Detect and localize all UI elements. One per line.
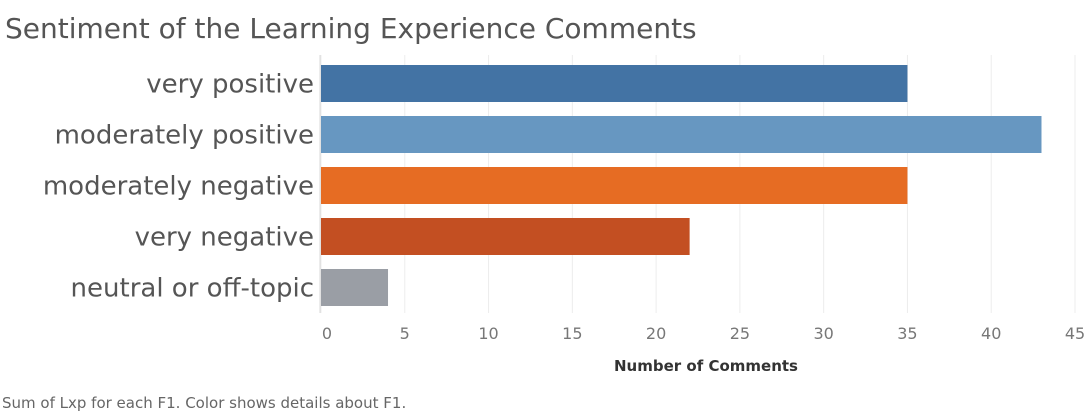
bar — [321, 167, 908, 204]
bar — [321, 65, 908, 102]
x-tick-label: 20 — [646, 324, 666, 343]
x-axis-ticks: 0 5 10 15 20 25 30 35 40 45 — [322, 324, 1085, 343]
x-tick-label: 5 — [400, 324, 410, 343]
x-tick-label: 45 — [1065, 324, 1085, 343]
x-tick-label: 30 — [813, 324, 833, 343]
chart-title: Sentiment of the Learning Experience Com… — [5, 12, 697, 45]
bar-chart: very positive moderately positive moderate… — [43, 55, 1085, 375]
bar — [321, 269, 389, 306]
category-labels: very positive moderately positive moderate… — [43, 70, 314, 304]
x-tick-label: 10 — [478, 324, 498, 343]
category-label: very negative — [135, 223, 314, 253]
bar — [321, 116, 1042, 153]
bar — [321, 218, 690, 255]
category-label: neutral or off-topic — [71, 274, 314, 304]
x-tick-label: 25 — [730, 324, 750, 343]
bars — [321, 65, 1042, 306]
category-label: moderately negative — [43, 172, 314, 202]
x-tick-label: 15 — [562, 324, 582, 343]
x-tick-label: 35 — [897, 324, 917, 343]
x-tick-label: 0 — [322, 324, 332, 343]
x-tick-label: 40 — [981, 324, 1001, 343]
category-label: very positive — [146, 70, 314, 100]
category-label: moderately positive — [55, 121, 314, 151]
x-axis-title: Number of Comments — [614, 357, 798, 375]
footnote: Sum of Lxp for each F1. Color shows deta… — [2, 394, 407, 412]
